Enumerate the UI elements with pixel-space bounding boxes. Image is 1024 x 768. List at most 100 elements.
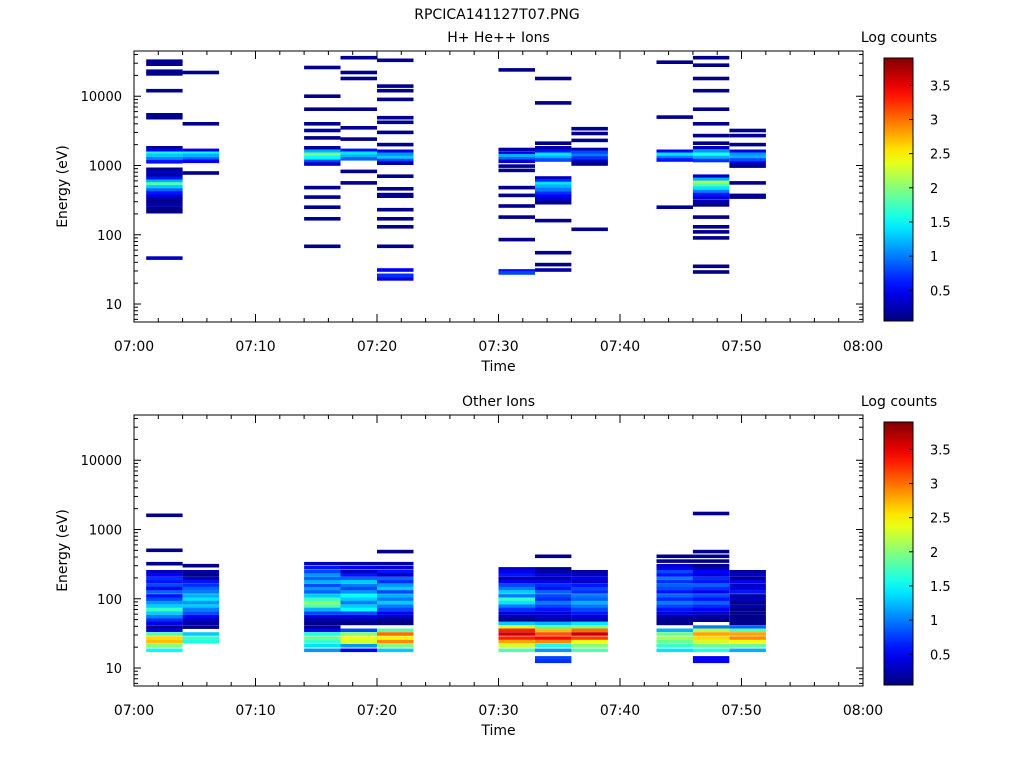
data-cell: [377, 632, 414, 636]
data-cell: [535, 597, 572, 602]
data-cell: [729, 133, 766, 138]
data-cell: [146, 628, 183, 633]
data-cell: [656, 559, 693, 563]
colorbar: 0.5 1 1.5 2 2.5 3 3.5 Log counts: [861, 394, 951, 686]
data-cell: [535, 141, 572, 145]
figure-title: RPCICA141127T07.PNG: [414, 7, 579, 23]
data-cell: [692, 196, 730, 200]
data-cell: [571, 126, 608, 131]
data-cell: [535, 625, 572, 629]
data-cell: [729, 625, 766, 629]
data-cell: [146, 618, 183, 622]
data-cell: [377, 643, 414, 648]
data-cell: [377, 130, 414, 135]
data-cell: [304, 155, 341, 160]
data-cell: [304, 128, 341, 133]
data-cell: [692, 174, 730, 178]
colorbar-tick-label: 1: [930, 250, 938, 265]
data-cell: [304, 597, 341, 602]
data-cell: [304, 586, 341, 591]
data-cell: [498, 570, 535, 574]
data-cell: [146, 648, 183, 653]
data-cell: [729, 195, 766, 199]
data-cell: [182, 573, 220, 577]
data-cell: [498, 625, 535, 629]
data-cell: [498, 147, 535, 152]
data-cell: [340, 70, 377, 75]
data-cell: [535, 659, 572, 664]
data-cell: [535, 607, 572, 612]
data-cell: [377, 621, 414, 626]
data-cell: [571, 643, 608, 648]
data-cell: [571, 576, 608, 581]
data-cell: [692, 141, 730, 145]
data-cell: [146, 639, 183, 644]
data-cell: [656, 554, 693, 559]
data-cell: [729, 594, 766, 598]
data-cell: [182, 632, 220, 636]
data-cell: [182, 607, 220, 612]
data-cell: [498, 583, 535, 588]
data-cell: [340, 148, 377, 153]
data-cell: [656, 628, 693, 633]
x-tick-label: 07:40: [600, 339, 640, 355]
colorbar-tick-label: 2.5: [930, 512, 951, 527]
data-cell: [729, 155, 766, 159]
data-cell: [377, 618, 414, 622]
data-cell: [304, 643, 341, 648]
data-cell: [498, 643, 535, 648]
data-cell: [535, 621, 572, 626]
data-cell: [656, 205, 693, 209]
data-cell: [656, 583, 693, 588]
data-cell: [340, 614, 377, 619]
data-cell: [535, 580, 572, 584]
data-cell: [535, 590, 572, 594]
data-cell: [182, 576, 220, 581]
x-axis: 07:00 07:10 07:20 07:30 07:40 07:50 08:00: [114, 51, 883, 355]
data-cell: [656, 597, 693, 602]
data-cell: [182, 570, 220, 574]
data-cell: [146, 72, 183, 76]
data-cell: [146, 636, 183, 640]
x-tick-label: 07:30: [478, 703, 518, 719]
data-cell: [146, 182, 183, 186]
data-cell: [304, 94, 341, 98]
data-cell: [146, 597, 183, 602]
data-cell: [498, 164, 535, 168]
data-cell: [498, 204, 535, 208]
data-cell: [182, 159, 220, 164]
data-cell: [146, 176, 183, 181]
data-cell: [571, 628, 608, 633]
data-cell: [377, 580, 414, 584]
data-cell: [182, 586, 220, 591]
data-cell: [692, 76, 730, 81]
data-cell: [340, 137, 377, 141]
data-cell: [498, 594, 535, 598]
data-cell: [656, 600, 693, 605]
data-cell: [571, 586, 608, 591]
data-cell: [304, 576, 341, 581]
data-cell: [656, 158, 693, 162]
data-cell: [692, 648, 730, 653]
data-cell: [692, 594, 730, 598]
data-cell: [692, 203, 730, 207]
data-cell: [146, 621, 183, 626]
data-cell: [656, 618, 693, 622]
data-cell: [340, 600, 377, 605]
data-cell: [729, 636, 766, 640]
data-cell: [146, 203, 183, 207]
data-cell: [304, 195, 341, 199]
data-cell: [656, 643, 693, 648]
data-cell: [498, 632, 535, 636]
data-cell: [692, 636, 730, 640]
data-cell: [535, 101, 572, 105]
data-cell: [656, 636, 693, 640]
data-cell: [340, 566, 377, 570]
data-cell: [377, 604, 414, 608]
data-cell: [692, 158, 730, 163]
x-tick-label: 07:30: [478, 339, 518, 355]
data-cell: [571, 590, 608, 594]
data-cell: [340, 594, 377, 598]
colorbar-tick-label: 1.5: [930, 580, 951, 595]
data-cell: [377, 549, 414, 554]
